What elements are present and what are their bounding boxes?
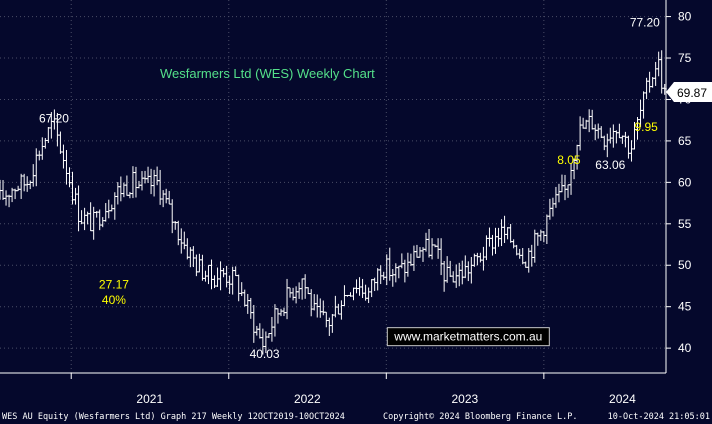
annotation-label: 8.05 <box>557 153 581 167</box>
annotation-label: 77.20 <box>630 16 660 30</box>
annotation-label: www.marketmatters.com.au <box>393 330 542 344</box>
x-tick-label: 2022 <box>294 392 321 406</box>
annotations: 67.20 27.17 40% 40.03 www.marketmatters.com.… <box>39 16 660 362</box>
y-tick-label: 45 <box>678 300 692 314</box>
x-axis: 2021 2022 2023 2024 <box>0 372 666 406</box>
annotation-label: 27.17 <box>99 277 129 291</box>
y-tick-label: 50 <box>678 258 692 272</box>
annotation-label: 40% <box>102 293 126 307</box>
y-tick-label: 40 <box>678 341 692 355</box>
y-tick-label: 55 <box>678 217 692 231</box>
annotation-label: 40.03 <box>250 347 280 361</box>
x-tick-label: 2021 <box>136 392 163 406</box>
annotation-label: 9.95 <box>634 120 658 134</box>
footer: WES AU Equity (Wesfarmers Ltd) Graph 217… <box>2 412 710 422</box>
y-tick-label: 75 <box>678 51 692 65</box>
footer-left: WES AU Equity (Wesfarmers Ltd) Graph 217… <box>2 412 345 422</box>
footer-center: Copyright© 2024 Bloomberg Finance L.P. <box>383 412 577 422</box>
price-bars <box>0 50 667 355</box>
last-price-box: 69.87 <box>666 82 712 102</box>
chart-title: Wesfarmers Ltd (WES) Weekly Chart <box>160 66 375 81</box>
y-tick-label: 65 <box>678 134 692 148</box>
grid-lines <box>0 0 666 373</box>
annotation-label: 67.20 <box>39 112 69 126</box>
footer-right: 10-Oct-2024 21:05:01 <box>608 412 710 422</box>
annotation-box <box>386 327 550 347</box>
y-tick-label: 80 <box>678 10 692 24</box>
last-price-label: 69.87 <box>677 86 707 100</box>
y-tick-label: 60 <box>678 175 692 189</box>
x-tick-label: 2023 <box>452 392 479 406</box>
x-tick-label: 2024 <box>609 392 636 406</box>
annotation-label: 63.06 <box>595 158 625 172</box>
